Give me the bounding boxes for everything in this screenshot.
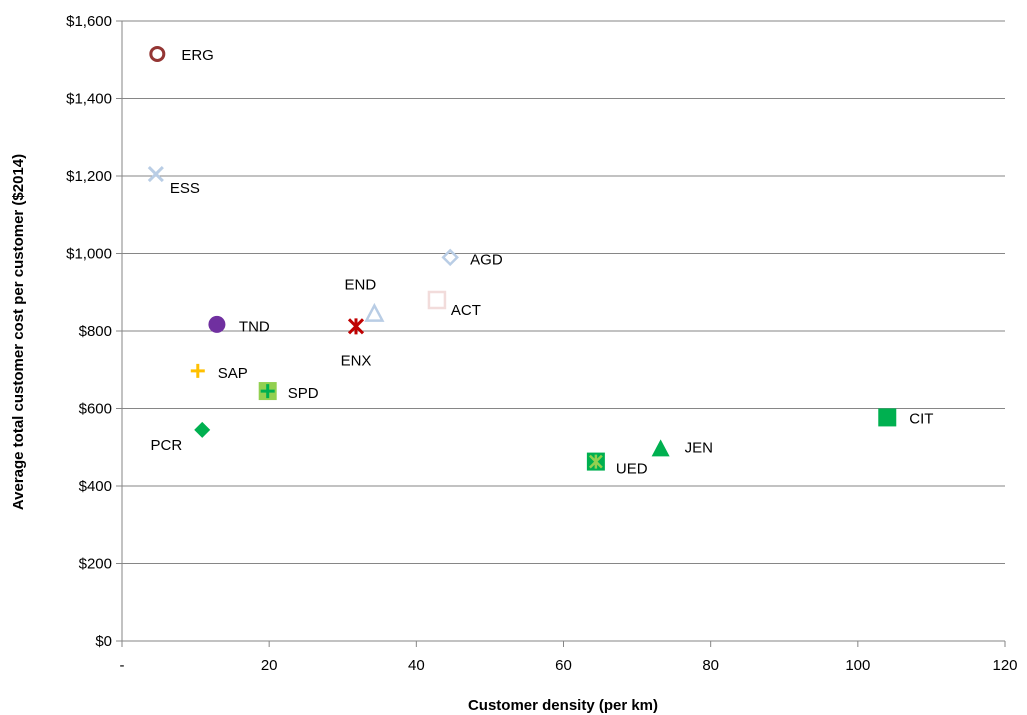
data-label: SAP — [218, 365, 248, 382]
point-marker — [258, 382, 277, 401]
x-tick-label: - — [120, 657, 125, 674]
data-point-end: END — [345, 277, 385, 322]
data-point-tnd: TND — [208, 315, 270, 335]
data-point-ess: ESS — [147, 166, 200, 197]
y-tick-label: $800 — [79, 323, 112, 340]
point-marker — [147, 166, 164, 183]
data-point-act: ACT — [427, 290, 481, 319]
data-label: ACT — [451, 302, 481, 319]
data-point-enx: ENX — [341, 318, 372, 369]
point-marker — [651, 439, 670, 457]
x-tick-label: 20 — [261, 657, 278, 674]
point-marker — [586, 452, 605, 471]
x-tick-label: 120 — [992, 657, 1017, 674]
data-point-pcr: PCR — [151, 421, 211, 454]
point-marker — [190, 363, 205, 378]
x-axis-title: Customer density (per km) — [468, 697, 658, 714]
y-tick-labels: $0 $200 $400 $600 $800 $1,000 $1,200 $1,400 $1,6… — [66, 13, 112, 650]
x-tick-labels: - 20 40 60 80 100 120 — [120, 657, 1018, 674]
data-label: ENX — [341, 352, 372, 369]
point-marker — [347, 318, 365, 335]
point-marker — [208, 315, 226, 333]
point-marker — [194, 421, 211, 438]
point-marker — [364, 302, 385, 322]
data-point-sap: SAP — [190, 363, 248, 382]
point-marker — [149, 45, 166, 62]
point-marker — [441, 248, 459, 267]
gridlines — [122, 20, 1005, 564]
y-tick-label: $1,400 — [66, 91, 112, 108]
point-marker — [427, 290, 447, 310]
axes — [116, 20, 1006, 647]
data-label: ESS — [170, 180, 200, 197]
x-tick-label: 40 — [408, 657, 425, 674]
data-label: ERG — [181, 47, 214, 64]
data-label: SPD — [288, 385, 319, 402]
data-label: PCR — [151, 437, 183, 454]
data-point-cit: CIT — [878, 408, 933, 427]
y-tick-label: $0 — [95, 633, 112, 650]
data-points: ERG ESS AGD ACT END ENX TND SAP SPD PCR CIT JEN UED — [147, 45, 933, 478]
x-tick-label: 80 — [702, 657, 719, 674]
x-tick-label: 60 — [555, 657, 572, 674]
data-label: AGD — [470, 251, 503, 268]
data-point-agd: AGD — [441, 248, 503, 268]
y-tick-label: $400 — [79, 478, 112, 495]
point-marker — [878, 408, 897, 427]
data-label: TND — [239, 318, 270, 335]
data-point-spd: SPD — [258, 382, 319, 402]
data-point-erg: ERG — [149, 45, 214, 64]
data-label: END — [345, 277, 377, 294]
data-point-jen: JEN — [651, 439, 713, 457]
y-tick-label: $200 — [79, 556, 112, 573]
data-label: UED — [616, 461, 648, 478]
x-tick-label: 100 — [845, 657, 870, 674]
y-tick-label: $1,600 — [66, 13, 112, 30]
y-tick-label: $1,000 — [66, 246, 112, 263]
y-tick-label: $1,200 — [66, 168, 112, 185]
data-point-ued: UED — [586, 452, 648, 478]
data-label: CIT — [909, 410, 933, 427]
data-label: JEN — [685, 439, 713, 456]
y-tick-label: $600 — [79, 401, 112, 418]
y-axis-title: Average total customer cost per customer… — [10, 154, 27, 510]
